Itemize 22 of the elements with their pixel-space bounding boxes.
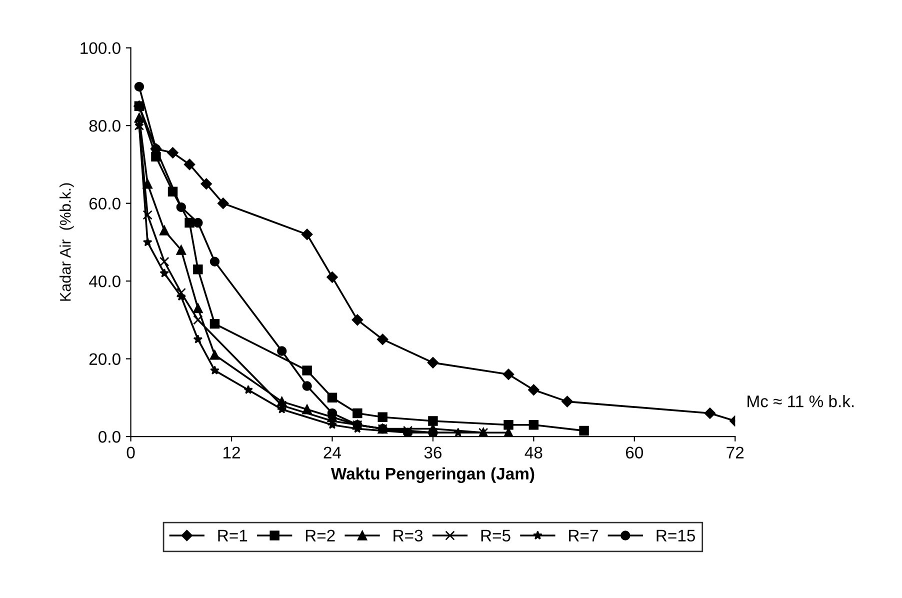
y-tick-label: 40.0 xyxy=(89,275,120,288)
legend-label: R=1 xyxy=(218,530,248,542)
x-tick-label: 12 xyxy=(224,446,240,458)
x-tick-label: 60 xyxy=(626,446,644,459)
x-tick-label: 72 xyxy=(726,446,744,458)
legend-label: R=3 xyxy=(394,530,423,542)
legend-label: R=5 xyxy=(481,530,510,542)
y-tick-label: 80.0 xyxy=(89,120,120,132)
y-axis-title: Kadar Air (%b.k.) xyxy=(60,183,74,301)
y-tick-label: 20.0 xyxy=(89,353,120,366)
y-tick-label: 0.0 xyxy=(98,430,120,443)
x-tick-label: 36 xyxy=(424,446,442,459)
legend-label: R=15 xyxy=(656,530,696,542)
annotation: Mc ≈ 11 % b.k. xyxy=(748,395,854,408)
y-tick-label: 60.0 xyxy=(89,198,120,210)
y-tick-label: 100.0 xyxy=(80,42,120,54)
x-tick-label: 24 xyxy=(324,446,342,458)
x-tick-label: 0 xyxy=(126,446,135,459)
x-axis-title: Waktu Pengeringan (Jam) xyxy=(330,467,534,483)
x-tick-label: 48 xyxy=(524,446,542,459)
legend-label: R=7 xyxy=(569,530,598,542)
legend-label: R=2 xyxy=(306,530,335,542)
